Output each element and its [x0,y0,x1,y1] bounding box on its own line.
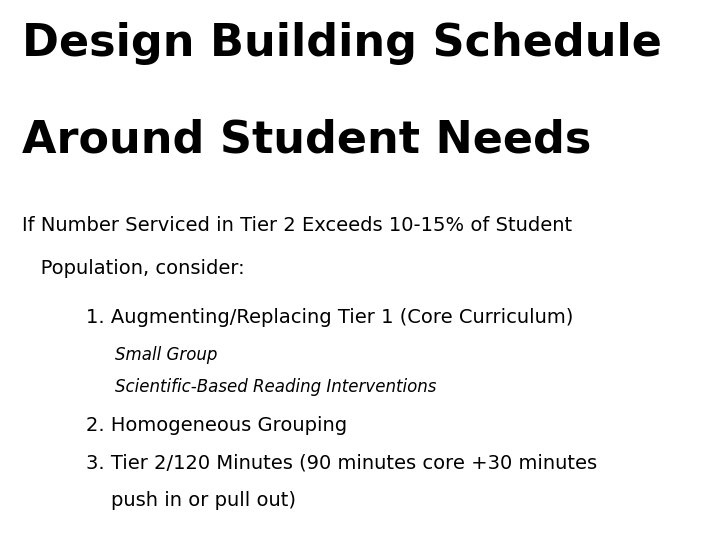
Text: Design Building Schedule: Design Building Schedule [22,22,662,65]
Text: Scientific-Based Reading Interventions: Scientific-Based Reading Interventions [115,378,436,396]
Text: 1. Augmenting/Replacing Tier 1 (Core Curriculum): 1. Augmenting/Replacing Tier 1 (Core Cur… [86,308,574,327]
Text: Small Group: Small Group [115,346,217,363]
Text: If Number Serviced in Tier 2 Exceeds 10-15% of Student: If Number Serviced in Tier 2 Exceeds 10-… [22,216,572,235]
Text: push in or pull out): push in or pull out) [86,491,297,510]
Text: 2. Homogeneous Grouping: 2. Homogeneous Grouping [86,416,348,435]
Text: 3. Tier 2/120 Minutes (90 minutes core +30 minutes: 3. Tier 2/120 Minutes (90 minutes core +… [86,454,598,472]
Text: Around Student Needs: Around Student Needs [22,119,591,162]
Text: Population, consider:: Population, consider: [22,259,244,278]
